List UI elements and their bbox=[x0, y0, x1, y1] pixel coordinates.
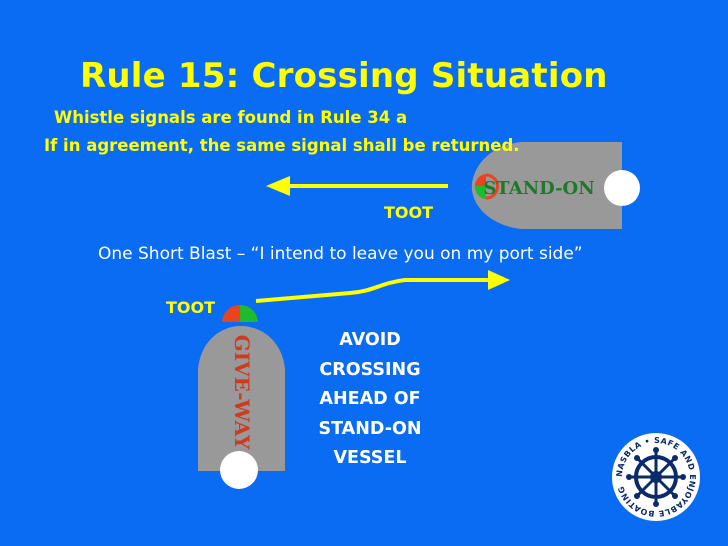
stand-on-port-light bbox=[474, 174, 486, 186]
subtitle-rule-34: Whistle signals are found in Rule 34 a bbox=[54, 108, 408, 127]
avoid-line: STAND-ON bbox=[318, 418, 422, 439]
give-way-label: GIVE-WAY bbox=[230, 335, 254, 450]
slide-title: Rule 15: Crossing Situation bbox=[80, 56, 608, 96]
stand-on-label: STAND-ON bbox=[483, 178, 594, 199]
avoid-line: CROSSING bbox=[319, 359, 421, 380]
toot-stand-on: TOOT bbox=[384, 203, 434, 222]
give-way-vessel: GIVE-WAY bbox=[198, 304, 285, 489]
arrow-left-icon bbox=[266, 176, 448, 196]
avoid-line: VESSEL bbox=[333, 448, 407, 468]
give-way-stern-light bbox=[220, 451, 258, 489]
stand-on-vessel: STAND-ON bbox=[471, 142, 640, 229]
avoid-crossing-note: AVOID CROSSING AHEAD OF STAND-ON VESSEL bbox=[305, 326, 435, 474]
toot-give-way: TOOT bbox=[166, 298, 216, 317]
avoid-line: AVOID bbox=[339, 330, 401, 350]
give-way-hull bbox=[198, 326, 285, 471]
avoid-line: AHEAD OF bbox=[319, 389, 421, 409]
stand-on-hull bbox=[471, 142, 622, 229]
ship-wheel-icon: NASBLA • SAFE AND ENJOYABLE BOATING bbox=[612, 433, 700, 521]
stand-on-stern-light bbox=[604, 170, 640, 206]
one-short-blast-text: One Short Blast – “I intend to leave you… bbox=[98, 244, 583, 264]
subtitle-agreement: If in agreement, the same signal shall b… bbox=[44, 136, 520, 155]
give-way-starboard-light bbox=[240, 305, 258, 322]
stand-on-starboard-light bbox=[474, 186, 486, 199]
stand-on-light-accent bbox=[485, 173, 499, 200]
give-way-port-light bbox=[222, 304, 240, 322]
arrow-right-icon bbox=[255, 270, 510, 303]
